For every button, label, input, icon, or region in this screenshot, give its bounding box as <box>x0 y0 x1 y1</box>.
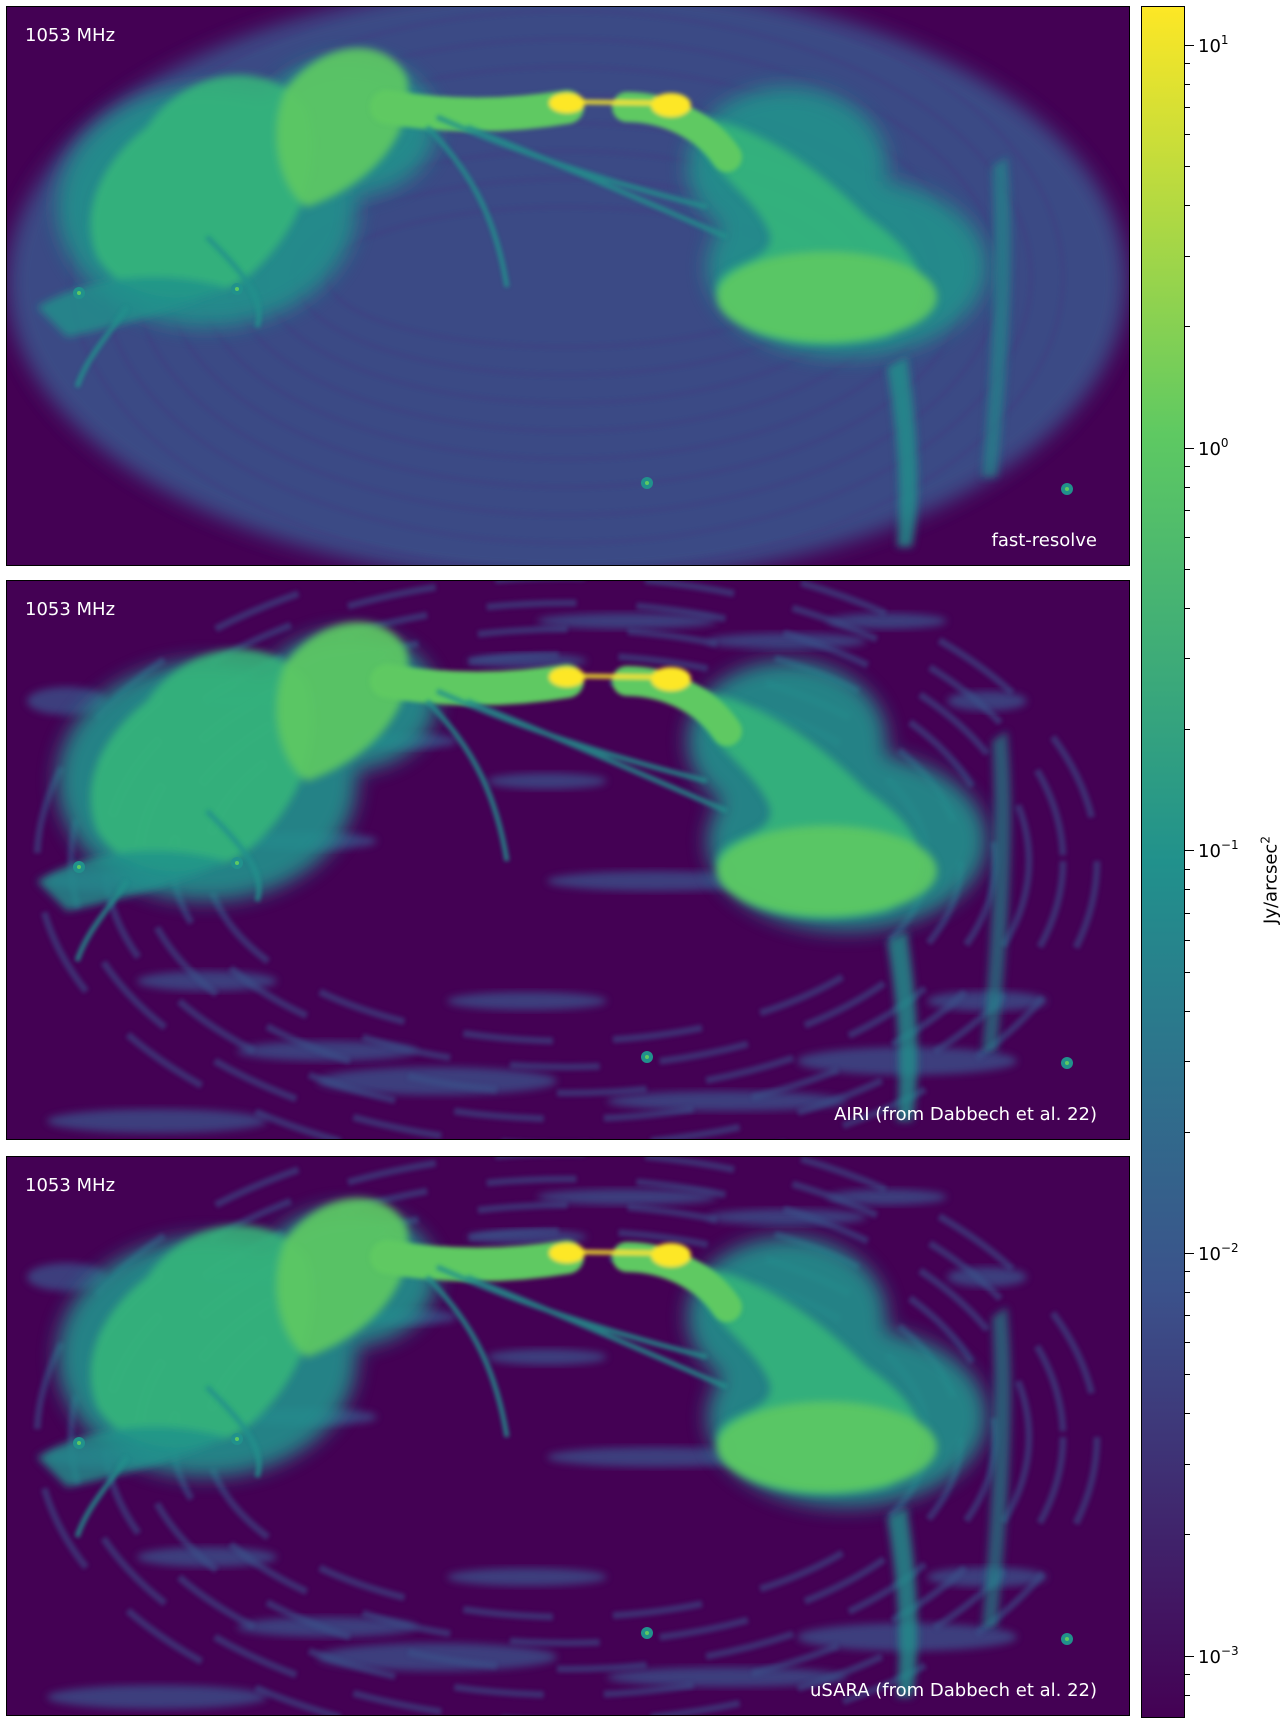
method-label: fast-resolve <box>991 530 1098 551</box>
colorbar-minor-tick <box>1185 939 1190 941</box>
method-label: AIRI (from Dabbech et al. 22) <box>834 1104 1097 1125</box>
colorbar-minor-tick <box>1185 84 1190 86</box>
colorbar-minor-tick <box>1185 1463 1190 1465</box>
image-panel-airi: 1053 MHz AIRI (from Dabbech et al. 22) <box>6 580 1130 1140</box>
colorbar-minor-tick <box>1185 326 1190 328</box>
colorbar-minor-tick <box>1185 1315 1190 1317</box>
colorbar-minor-tick <box>1185 205 1190 207</box>
colorbar <box>1141 6 1185 1718</box>
colorbar-major-tick <box>1185 447 1194 449</box>
colorbar-minor-tick <box>1185 107 1190 109</box>
colorbar-minor-tick <box>1185 486 1190 488</box>
colorbar-tick-label: 10−2 <box>1198 1240 1239 1265</box>
colorbar-tick-label: 10−1 <box>1198 838 1239 863</box>
colorbar-minor-tick <box>1185 1060 1190 1062</box>
colorbar-minor-tick <box>1185 1010 1190 1012</box>
colorbar-minor-tick <box>1185 1534 1190 1536</box>
colorbar-major-tick <box>1185 45 1194 47</box>
colorbar-minor-tick <box>1185 568 1190 570</box>
colorbar-major-tick <box>1185 850 1194 852</box>
colorbar-minor-tick <box>1185 166 1190 168</box>
colorbar-major-tick <box>1185 1655 1194 1657</box>
colorbar-minor-tick <box>1185 971 1190 973</box>
colorbar-minor-tick <box>1185 889 1190 891</box>
colorbar-minor-tick <box>1185 1271 1190 1273</box>
colorbar-minor-tick <box>1185 1131 1190 1133</box>
colorbar-minor-tick <box>1185 537 1190 538</box>
radio-image <box>7 1157 1129 1715</box>
colorbar-minor-tick <box>1185 912 1190 914</box>
colorbar-major-tick <box>1185 1252 1194 1254</box>
colorbar-minor-tick <box>1185 1413 1190 1415</box>
colorbar-minor-tick <box>1185 1342 1190 1344</box>
frequency-label: 1053 MHz <box>25 599 116 620</box>
colorbar-minor-tick <box>1185 868 1190 870</box>
frequency-label: 1053 MHz <box>25 25 116 46</box>
colorbar-label: Jy/arcsec2 <box>1258 836 1282 924</box>
colorbar-minor-tick <box>1185 1374 1190 1376</box>
colorbar-minor-tick <box>1185 607 1190 609</box>
colorbar-minor-tick <box>1185 1674 1190 1676</box>
method-label: uSARA (from Dabbech et al. 22) <box>809 1680 1097 1701</box>
colorbar-minor-tick <box>1185 63 1190 65</box>
radio-image <box>7 7 1129 565</box>
frequency-label: 1053 MHz <box>25 1175 116 1196</box>
colorbar-minor-tick <box>1185 658 1190 660</box>
image-panel-usara: 1053 MHz uSARA (from Dabbech et al. 22) <box>6 1156 1130 1716</box>
colorbar-tick-label: 10−3 <box>1198 1643 1239 1668</box>
colorbar-minor-tick <box>1185 466 1190 468</box>
colorbar-minor-tick <box>1185 729 1190 731</box>
colorbar-minor-tick <box>1185 1291 1190 1293</box>
colorbar-minor-tick <box>1185 510 1190 512</box>
radio-image <box>7 581 1129 1139</box>
colorbar-minor-tick <box>1185 1694 1190 1696</box>
colorbar-minor-tick <box>1185 255 1190 257</box>
colorbar-tick-label: 100 <box>1198 435 1229 460</box>
image-panel-fast-resolve: 1053 MHz fast-resolve <box>6 6 1130 566</box>
colorbar-tick-label: 101 <box>1198 33 1229 58</box>
colorbar-minor-tick <box>1185 134 1190 136</box>
